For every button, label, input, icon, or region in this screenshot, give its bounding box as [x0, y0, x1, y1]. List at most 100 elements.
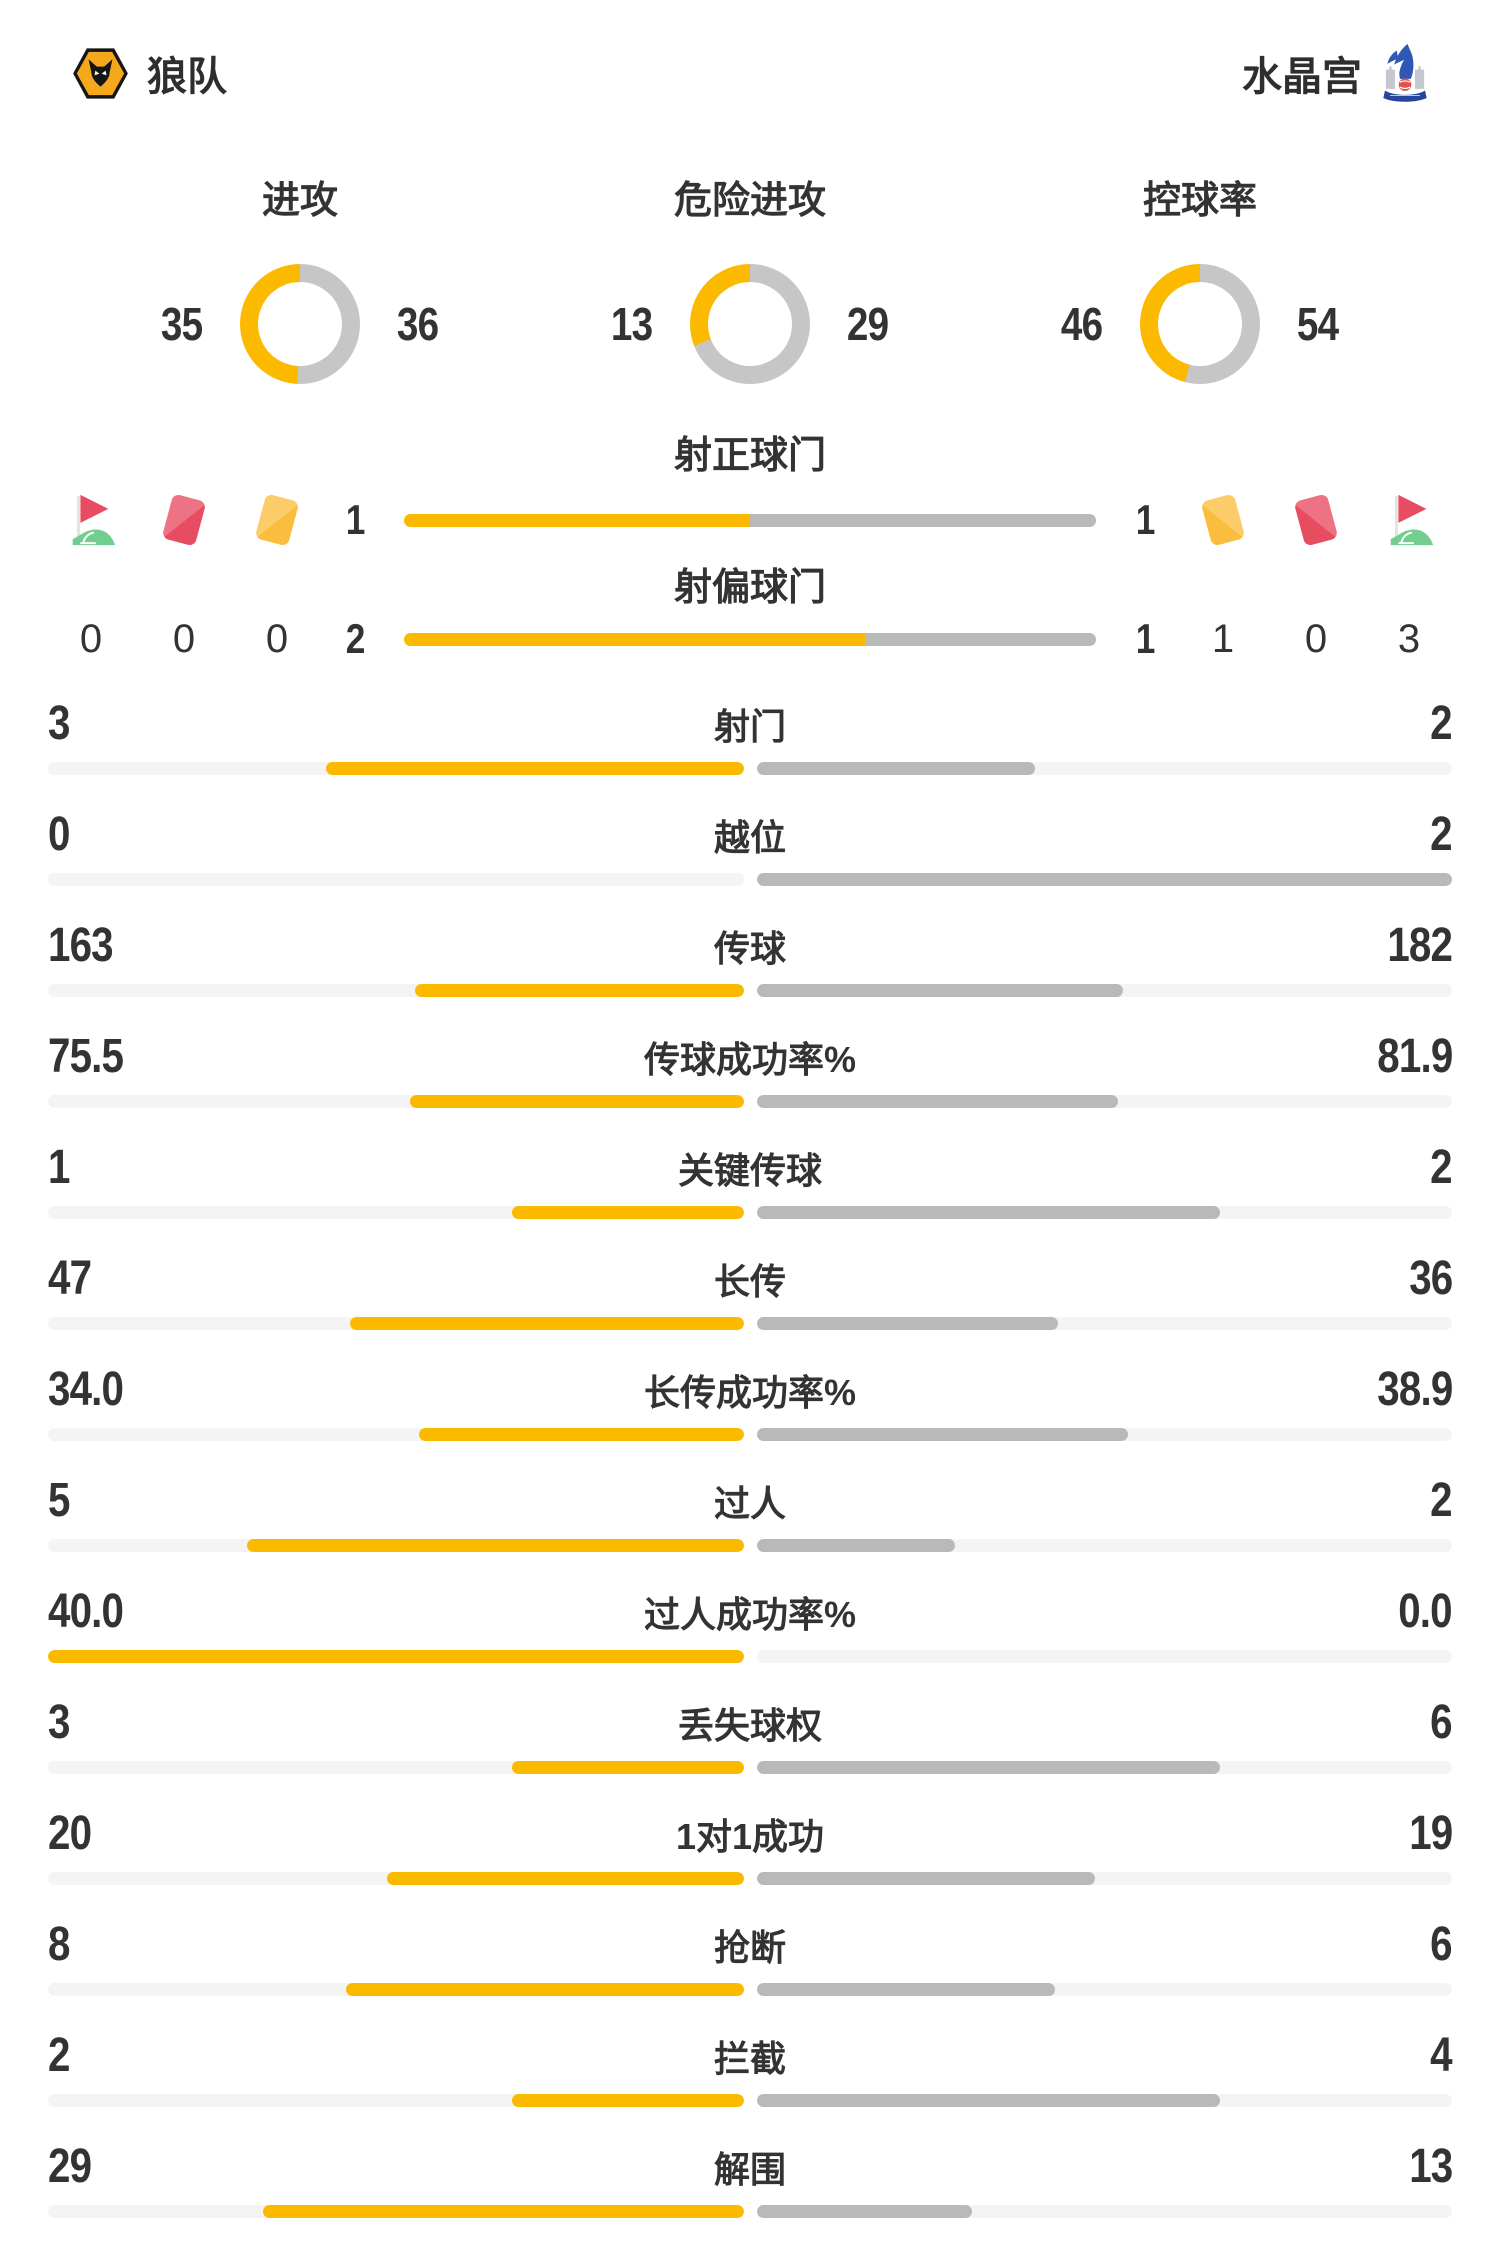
away-value: 38.9	[1376, 1363, 1453, 1416]
home-value: 2	[345, 615, 366, 662]
stat-values-line: 20 1对1成功 19	[48, 1807, 1453, 1860]
home-value: 5	[48, 1474, 70, 1527]
away-team-name: 水晶宫	[1242, 55, 1362, 99]
stat-values-line: 0 越位 2	[48, 808, 1453, 861]
stat-bar	[48, 1872, 1452, 1885]
away-bar-fill	[756, 1206, 1221, 1219]
away-bar-fill	[756, 1761, 1221, 1774]
home-bar-fill	[386, 1872, 744, 1885]
stat-bar	[48, 1650, 1452, 1663]
stat-values-line: 163 传球 182	[48, 919, 1453, 972]
away-value: 182	[1387, 919, 1453, 972]
away-bar-track	[756, 1539, 1452, 1552]
stat-values-line: 29 解围 13	[48, 2141, 1453, 2193]
shots-on-target-title: 射正球门	[673, 435, 826, 477]
away-share	[865, 632, 1096, 646]
home-bar-fill	[409, 1095, 744, 1108]
home-bar-track	[48, 1539, 744, 1552]
home-value: 20	[48, 1807, 92, 1860]
home-bar-track	[48, 984, 744, 997]
away-value: 2	[1430, 808, 1452, 861]
home-value: 3	[48, 697, 70, 750]
away-yellow-cards-count: 1	[1211, 616, 1235, 661]
home-value: 75.5	[48, 1030, 124, 1083]
home-value: 1	[345, 496, 366, 543]
away-bar-fill	[756, 873, 1452, 886]
stat-row: 5 过人 2	[48, 1474, 1453, 1552]
away-bar-track	[756, 2094, 1452, 2107]
home-bar-track	[48, 762, 744, 775]
stat-label: 长传成功率%	[643, 1372, 856, 1413]
away-bar-track	[756, 1428, 1452, 1441]
away-bar-fill	[756, 1539, 956, 1552]
away-value: 0.0	[1398, 1585, 1452, 1638]
away-value: 4	[1430, 2029, 1452, 2082]
home-discipline-counts: 0 0 0	[48, 617, 320, 662]
wolves-logo-icon	[73, 47, 128, 99]
home-yellow-cards-count: 0	[265, 616, 289, 661]
away-value: 29	[847, 298, 889, 350]
away-bar-fill	[756, 1872, 1096, 1885]
stat-values-line: 8 抢断 6	[48, 1918, 1453, 1971]
attacks-donut-chart	[240, 264, 360, 384]
stat-bar	[48, 873, 1452, 886]
stat-row: 20 1对1成功 19	[48, 1807, 1453, 1885]
shots-off-target-bar	[404, 632, 1096, 646]
away-bar-fill	[756, 1095, 1119, 1108]
stat-bar	[48, 1539, 1452, 1552]
away-bar-fill	[756, 1317, 1059, 1330]
away-value: 6	[1430, 1918, 1452, 1971]
home-bar-fill	[419, 1428, 744, 1441]
away-bar-fill	[756, 1428, 1128, 1441]
donut-wrap: 13 29	[588, 264, 912, 384]
away-bar-track	[756, 873, 1452, 886]
home-team: 狼队	[72, 44, 227, 102]
away-value: 36	[397, 298, 439, 350]
yellow-card-icon	[1180, 490, 1266, 550]
away-discipline-counts: 1 0 3	[1180, 617, 1452, 662]
home-bar-track	[48, 873, 744, 886]
stat-row: 29 解围 13	[48, 2141, 1453, 2218]
home-bar-fill	[326, 762, 744, 775]
home-bar-fill	[511, 1761, 744, 1774]
home-bar-track	[48, 1317, 744, 1330]
home-share	[404, 513, 750, 527]
away-discipline-icons	[1180, 490, 1452, 550]
home-bar-track	[48, 1428, 744, 1441]
stat-bar	[48, 2205, 1452, 2218]
stat-values-line: 34.0 长传成功率% 38.9	[48, 1363, 1453, 1416]
home-value: 34.0	[48, 1363, 124, 1416]
team-header: 狼队 水晶宫	[0, 42, 1500, 104]
away-value: 54	[1297, 298, 1339, 350]
away-bar-fill	[756, 2205, 972, 2218]
stat-row: 3 丢失球权 6	[48, 1696, 1453, 1774]
stat-row: 75.5 传球成功率% 81.9	[48, 1030, 1453, 1108]
stat-bar	[48, 1428, 1452, 1441]
away-bar-track	[756, 1761, 1452, 1774]
home-discipline-icons	[48, 490, 320, 550]
home-value: 35	[161, 298, 203, 350]
home-red-cards-count: 0	[172, 616, 196, 661]
home-share	[404, 632, 866, 646]
away-bar-fill	[756, 762, 1035, 775]
home-bar-fill	[263, 2205, 744, 2218]
home-value: 3	[48, 1696, 70, 1749]
corner-flag-icon	[1366, 490, 1452, 550]
home-value: 13	[611, 298, 653, 350]
stat-values-line: 75.5 传球成功率% 81.9	[48, 1030, 1453, 1083]
stat-bar	[48, 1206, 1452, 1219]
red-card-icon	[141, 490, 227, 550]
home-corners-count: 0	[79, 616, 103, 661]
donut-title: 进攻	[261, 180, 338, 222]
home-value: 8	[48, 1918, 70, 1971]
stat-label: 抢断	[713, 1927, 786, 1968]
stat-row: 0 越位 2	[48, 808, 1453, 886]
stat-values-line: 1 关键传球 2	[48, 1142, 1453, 1194]
donut-wrap: 46 54	[1038, 264, 1362, 384]
home-bar-fill	[346, 1983, 744, 1996]
stat-bar	[48, 1761, 1452, 1774]
stat-row: 2 拦截 4	[48, 2029, 1453, 2107]
away-bar-track	[756, 1095, 1452, 1108]
home-value: 163	[48, 919, 114, 972]
possession-donut-chart	[1140, 264, 1260, 384]
